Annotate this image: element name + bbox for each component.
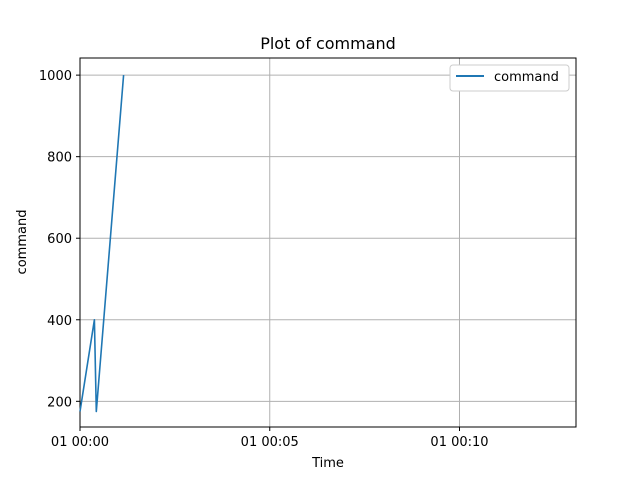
plot-area: [79, 57, 577, 428]
series-line-command: [79, 75, 125, 413]
legend-box: [449, 64, 570, 92]
series-layer: [79, 75, 125, 413]
axis-ticks: 01 00:00 01 00:05 01 00:10 200 400 600 800 1000: [39, 69, 489, 450]
x-tick-label: 01 00:05: [241, 435, 299, 450]
y-tick-label: 600: [47, 232, 72, 247]
y-axis-label: command: [15, 210, 30, 275]
x-axis-label: Time: [311, 456, 344, 471]
x-tick-label: 01 00:10: [430, 435, 488, 450]
y-tick-label: 1000: [39, 69, 72, 84]
legend-label-command: command: [494, 70, 559, 85]
x-tick-label: 01 00:00: [51, 435, 109, 450]
y-tick-label: 200: [47, 395, 72, 410]
y-tick-label: 400: [47, 314, 72, 329]
y-tick-label: 800: [47, 151, 72, 166]
legend: command: [449, 64, 570, 92]
chart-title: Plot of command: [260, 34, 396, 53]
